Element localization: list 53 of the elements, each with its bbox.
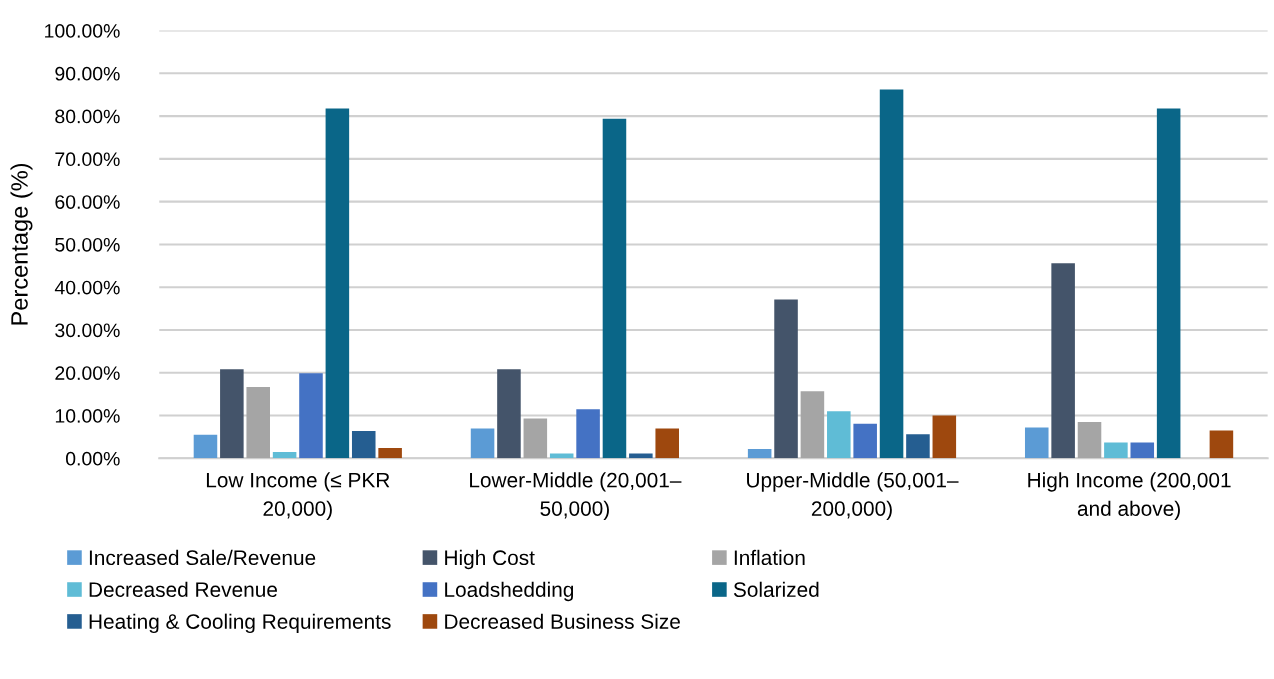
bar (800, 391, 825, 459)
y-tick-label: 90.00% (55, 66, 120, 81)
y-axis-title: Percentage (%) (10, 163, 33, 325)
bar (299, 373, 323, 459)
y-tick-label: 100.00% (45, 24, 120, 38)
legend-label: Solarized (733, 581, 819, 598)
bar (1104, 442, 1128, 459)
bar (932, 415, 957, 459)
y-tick-label: 60.00% (55, 195, 120, 209)
y-tick-label: 10.00% (55, 409, 120, 423)
bar (827, 411, 851, 459)
bar (378, 448, 402, 459)
bar (906, 434, 930, 459)
y-tick-label: 40.00% (54, 280, 120, 295)
bar (1156, 108, 1181, 459)
bar (1130, 442, 1155, 459)
legend-label: Heating & Cooling Requirements (89, 613, 391, 634)
bar (774, 299, 798, 459)
legend-label: High Cost (445, 549, 535, 570)
bar (879, 89, 904, 459)
y-tick-label: 80.00% (55, 109, 120, 124)
bar (351, 430, 376, 459)
y-tick-label: 70.00% (55, 152, 120, 167)
bar (576, 409, 600, 459)
bar (853, 423, 877, 459)
legend-label: Inflation (734, 549, 805, 566)
y-tick-label: 0.00% (65, 451, 120, 466)
bar (470, 428, 495, 459)
y-tick-label: 30.00% (55, 323, 120, 338)
bar (1209, 430, 1234, 459)
bar (272, 451, 297, 459)
x-tick-label: Lower-Middle (20,001– 50,000) (470, 472, 682, 521)
y-tick-label: 50.00% (55, 237, 120, 252)
bar (1077, 421, 1102, 459)
legend-label: Decreased Revenue (89, 581, 277, 598)
bar (246, 386, 270, 459)
y-tick-label: 20.00% (55, 366, 120, 381)
bar (1051, 263, 1075, 459)
legend-label: Decreased Business Size (445, 613, 680, 629)
bar (655, 428, 679, 459)
bar (523, 418, 548, 459)
bar (497, 369, 521, 459)
bar (747, 448, 772, 459)
bar (220, 369, 244, 459)
bar (193, 434, 218, 459)
x-tick-label: Upper-Middle (50,001– 200,000) (747, 472, 959, 521)
legend-label: Increased Sale/Revenue (89, 549, 316, 566)
bar (1024, 427, 1049, 459)
bar (325, 108, 350, 459)
x-tick-label: Low Income (≤ PKR 20,000) (206, 472, 390, 521)
bar (602, 118, 627, 459)
x-tick-label: High Income (200,001 and above) (1028, 472, 1231, 521)
legend-label: Loadshedding (445, 581, 574, 602)
